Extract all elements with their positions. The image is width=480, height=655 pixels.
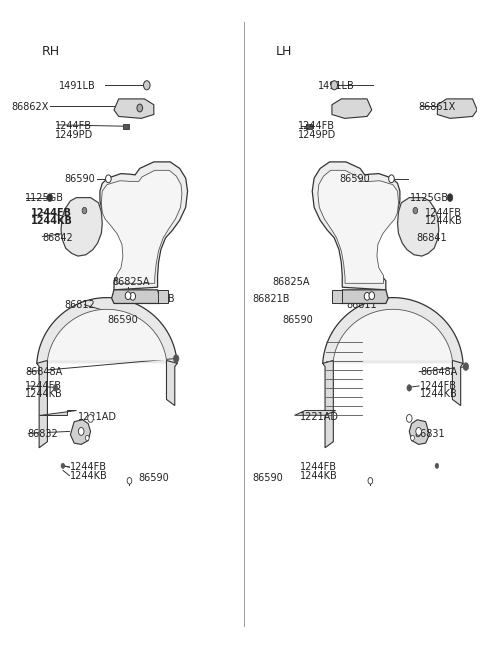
Polygon shape bbox=[100, 162, 188, 290]
Text: 86821B: 86821B bbox=[252, 294, 290, 304]
Circle shape bbox=[78, 428, 84, 436]
Polygon shape bbox=[157, 290, 168, 303]
Text: 1125GB: 1125GB bbox=[25, 193, 64, 202]
Text: RH: RH bbox=[41, 45, 60, 58]
Text: 86841: 86841 bbox=[416, 233, 447, 243]
Circle shape bbox=[435, 463, 439, 468]
Text: 1244KB: 1244KB bbox=[420, 389, 458, 400]
Polygon shape bbox=[397, 198, 439, 256]
Polygon shape bbox=[306, 124, 312, 129]
Text: 1244KB: 1244KB bbox=[300, 470, 338, 481]
Text: 1244FB: 1244FB bbox=[70, 462, 107, 472]
Polygon shape bbox=[318, 170, 398, 284]
Circle shape bbox=[369, 291, 374, 299]
Polygon shape bbox=[61, 198, 102, 256]
Circle shape bbox=[85, 436, 89, 441]
Circle shape bbox=[416, 428, 421, 436]
Polygon shape bbox=[312, 162, 400, 290]
Polygon shape bbox=[332, 99, 372, 119]
Text: 86811: 86811 bbox=[346, 300, 377, 310]
Text: 86848A: 86848A bbox=[420, 367, 457, 377]
Circle shape bbox=[106, 175, 111, 183]
Polygon shape bbox=[112, 290, 159, 303]
Text: 86590: 86590 bbox=[339, 174, 370, 185]
Polygon shape bbox=[333, 309, 452, 360]
Polygon shape bbox=[114, 99, 154, 119]
Text: 1244FB: 1244FB bbox=[425, 208, 462, 217]
Text: 86590: 86590 bbox=[64, 174, 95, 185]
Polygon shape bbox=[295, 411, 336, 415]
Text: 86832: 86832 bbox=[27, 429, 58, 439]
Circle shape bbox=[137, 104, 143, 112]
Text: 86825A: 86825A bbox=[113, 277, 150, 287]
Circle shape bbox=[389, 175, 394, 183]
Text: 1249PD: 1249PD bbox=[55, 130, 94, 140]
Circle shape bbox=[53, 384, 58, 391]
Circle shape bbox=[144, 81, 150, 90]
Circle shape bbox=[368, 477, 372, 484]
Polygon shape bbox=[437, 99, 477, 119]
Circle shape bbox=[407, 384, 412, 391]
Polygon shape bbox=[323, 297, 463, 364]
Text: 86590: 86590 bbox=[282, 314, 313, 325]
Polygon shape bbox=[332, 290, 342, 303]
Circle shape bbox=[331, 81, 337, 90]
Circle shape bbox=[173, 355, 179, 362]
Circle shape bbox=[127, 477, 132, 484]
Text: LH: LH bbox=[276, 45, 292, 58]
Text: 1491LB: 1491LB bbox=[59, 81, 95, 91]
Text: 1244FB: 1244FB bbox=[31, 208, 72, 217]
Polygon shape bbox=[71, 420, 91, 444]
Circle shape bbox=[463, 363, 468, 371]
Polygon shape bbox=[340, 290, 388, 303]
Circle shape bbox=[47, 194, 53, 202]
Text: 1125GB: 1125GB bbox=[410, 193, 449, 202]
Circle shape bbox=[364, 292, 370, 300]
Polygon shape bbox=[452, 360, 463, 405]
Text: 1491LB: 1491LB bbox=[318, 81, 355, 91]
Polygon shape bbox=[39, 411, 75, 415]
Text: 86831: 86831 bbox=[414, 429, 444, 439]
Circle shape bbox=[407, 415, 412, 422]
Polygon shape bbox=[101, 170, 182, 284]
Text: 86590: 86590 bbox=[252, 473, 283, 483]
Text: 1221AD: 1221AD bbox=[300, 412, 339, 422]
Text: 1244KB: 1244KB bbox=[31, 216, 73, 226]
Circle shape bbox=[413, 208, 418, 214]
Polygon shape bbox=[323, 360, 333, 448]
Polygon shape bbox=[167, 360, 177, 405]
Polygon shape bbox=[37, 360, 48, 448]
Polygon shape bbox=[48, 309, 167, 360]
Text: 86812: 86812 bbox=[65, 300, 96, 310]
Circle shape bbox=[82, 208, 87, 214]
Text: 86848A: 86848A bbox=[25, 367, 62, 377]
Circle shape bbox=[130, 292, 135, 300]
Text: 1244FB: 1244FB bbox=[298, 121, 335, 131]
Text: 1221AD: 1221AD bbox=[78, 412, 117, 422]
Circle shape bbox=[411, 436, 414, 441]
Text: 1244KB: 1244KB bbox=[425, 216, 462, 226]
Circle shape bbox=[447, 194, 453, 202]
Text: 1249PD: 1249PD bbox=[298, 130, 336, 140]
Text: 86825A: 86825A bbox=[272, 277, 310, 287]
Text: 86590: 86590 bbox=[107, 314, 138, 325]
Text: 86862X: 86862X bbox=[11, 102, 48, 112]
Text: 86842: 86842 bbox=[42, 233, 73, 243]
Text: 1244FB: 1244FB bbox=[25, 381, 62, 391]
Text: 1244FB: 1244FB bbox=[300, 462, 337, 472]
Text: 1244KB: 1244KB bbox=[25, 389, 63, 400]
Circle shape bbox=[125, 291, 131, 299]
Circle shape bbox=[88, 415, 94, 422]
Polygon shape bbox=[123, 124, 130, 129]
Polygon shape bbox=[37, 297, 177, 364]
Text: 1244KB: 1244KB bbox=[70, 470, 107, 481]
Text: 86590: 86590 bbox=[139, 473, 169, 483]
Polygon shape bbox=[409, 420, 430, 444]
Text: 86861X: 86861X bbox=[419, 102, 456, 112]
Text: 1244FB: 1244FB bbox=[420, 381, 457, 391]
Text: 1244FB: 1244FB bbox=[55, 121, 93, 131]
Text: 86822B: 86822B bbox=[137, 294, 175, 304]
Circle shape bbox=[61, 463, 65, 468]
